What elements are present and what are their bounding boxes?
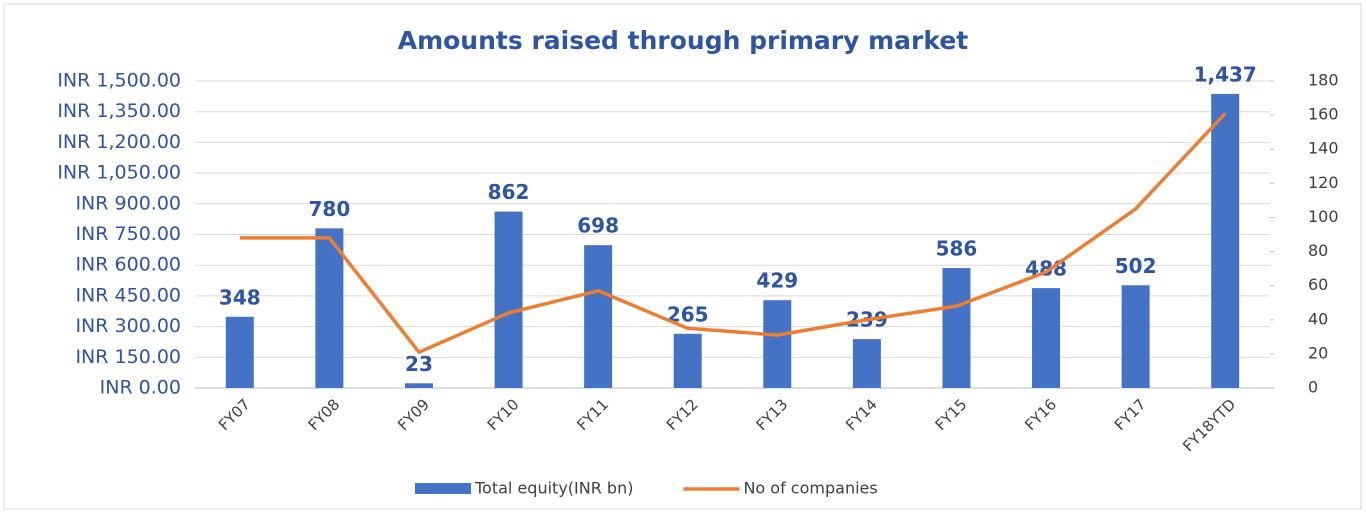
y-tick-label: INR 600.00 bbox=[75, 254, 181, 276]
bar bbox=[1121, 285, 1150, 388]
data-label: 23 bbox=[405, 352, 433, 376]
y-tick-label: INR 150.00 bbox=[75, 346, 181, 368]
bar bbox=[942, 268, 971, 388]
chart-title: Amounts raised through primary market bbox=[398, 26, 969, 55]
y-tick-label: INR 450.00 bbox=[75, 284, 181, 306]
y2-tick-label: 180 bbox=[1308, 71, 1339, 90]
legend-label: Total equity(INR bn) bbox=[474, 479, 633, 498]
bar bbox=[404, 383, 433, 388]
bar bbox=[584, 245, 613, 388]
legend-swatch bbox=[415, 483, 471, 494]
y2-tick-label: 20 bbox=[1308, 343, 1328, 362]
y2-tick-label: 100 bbox=[1308, 207, 1339, 226]
bar bbox=[673, 333, 702, 388]
y-tick-label: INR 1,500.00 bbox=[57, 70, 181, 92]
data-label: 1,437 bbox=[1194, 62, 1257, 86]
y-tick-label: INR 1,350.00 bbox=[57, 100, 181, 122]
bar bbox=[852, 339, 881, 388]
y2-tick-label: 120 bbox=[1308, 173, 1339, 192]
data-label: 429 bbox=[756, 269, 798, 293]
bar bbox=[225, 316, 254, 388]
data-label: 780 bbox=[309, 197, 351, 221]
data-label: 698 bbox=[577, 214, 619, 238]
y2-tick-label: 80 bbox=[1308, 241, 1328, 260]
y2-tick-label: 160 bbox=[1308, 105, 1339, 124]
y-tick-label: INR 0.00 bbox=[100, 377, 181, 399]
y2-tick-label: 60 bbox=[1308, 275, 1328, 294]
y-tick-label: INR 750.00 bbox=[75, 223, 181, 245]
bar bbox=[763, 300, 792, 388]
y-tick-label: INR 300.00 bbox=[75, 315, 181, 337]
y-tick-label: INR 1,200.00 bbox=[57, 131, 181, 153]
data-label: 586 bbox=[936, 237, 978, 261]
bar bbox=[494, 211, 523, 388]
data-label: 502 bbox=[1115, 254, 1157, 278]
line bbox=[239, 112, 1227, 354]
y2-tick-label: 0 bbox=[1308, 378, 1318, 397]
data-label: 862 bbox=[488, 180, 530, 204]
bar bbox=[1211, 93, 1240, 389]
y2-tick-label: 140 bbox=[1308, 139, 1339, 158]
data-label: 348 bbox=[219, 285, 261, 309]
bar bbox=[1032, 288, 1061, 388]
legend-label: No of companies bbox=[743, 479, 877, 498]
chart-frame bbox=[3, 3, 1362, 510]
y2-tick-label: 40 bbox=[1308, 309, 1328, 328]
y-tick-label: INR 1,050.00 bbox=[57, 162, 181, 184]
bar bbox=[315, 228, 344, 388]
y-tick-label: INR 900.00 bbox=[75, 192, 181, 214]
